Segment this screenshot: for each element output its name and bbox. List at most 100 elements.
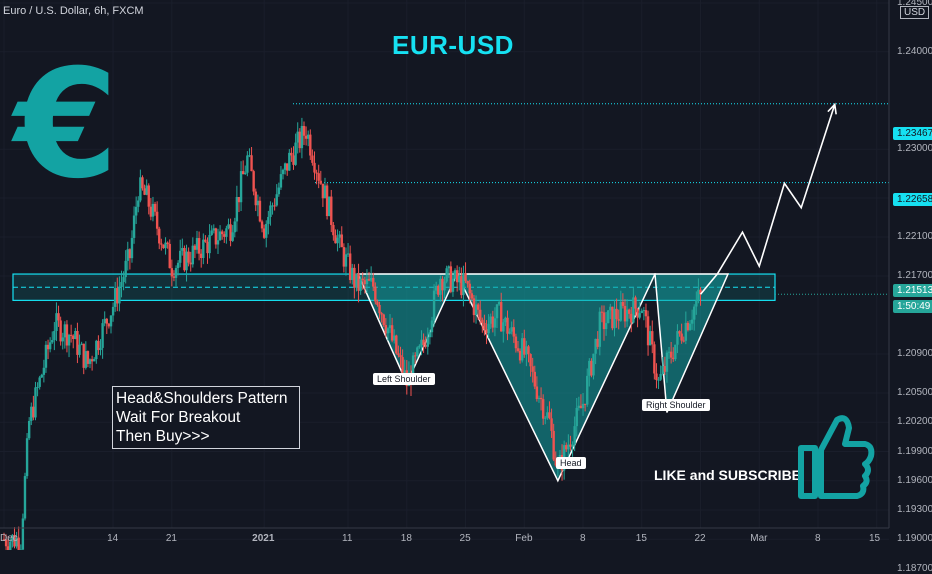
projection-layer [701, 104, 837, 294]
candle-body [395, 335, 397, 353]
candle-body [248, 155, 250, 156]
candle-body [531, 366, 533, 372]
candle-body [504, 318, 506, 323]
price-tick-label: 1.19300 [897, 504, 932, 515]
pattern-note[interactable]: Head&Shoulders Pattern Wait For Breakout… [112, 386, 300, 449]
candle-body [676, 331, 678, 345]
candle-body [30, 407, 32, 421]
candle-body [452, 279, 454, 292]
candle-body [424, 345, 426, 347]
candle-body [527, 346, 529, 354]
price-tick-label: 1.23000 [897, 143, 932, 154]
candle-body [391, 325, 393, 340]
candle-body [244, 173, 246, 174]
candle-body [219, 231, 221, 240]
candle-body [343, 247, 345, 267]
candle-body [7, 546, 9, 550]
candle-body [269, 205, 271, 216]
candle-body [194, 246, 196, 250]
candle-body [353, 268, 355, 288]
candle-body [389, 325, 391, 328]
candle-body [177, 263, 179, 268]
candle-body [49, 342, 51, 349]
candle-body [294, 143, 296, 165]
candle-body [152, 204, 154, 217]
candle-body [145, 185, 147, 194]
candle-body [47, 345, 49, 349]
candle-body [122, 277, 124, 282]
time-tick-label: 22 [695, 533, 706, 544]
candle-body [525, 346, 527, 354]
candle-body [127, 249, 129, 261]
candle-body [91, 359, 93, 361]
chart-root: Euro / U.S. Dollar, 6h, FXCM USD EUR-USD… [0, 0, 932, 550]
candle-body [378, 305, 380, 313]
candle-body [534, 372, 536, 387]
time-tick-label: 15 [636, 533, 647, 544]
note-line: Head&Shoulders Pattern [116, 389, 296, 408]
candle-body [672, 358, 674, 359]
candle-body [116, 288, 118, 303]
symbol-header[interactable]: Euro / U.S. Dollar, 6h, FXCM [3, 5, 144, 17]
candle-body [278, 188, 280, 195]
candle-body [420, 340, 422, 346]
candle-body [143, 188, 145, 195]
candle-body [611, 307, 613, 328]
candle-body [578, 406, 580, 408]
candle-body [439, 279, 441, 295]
candle-body [17, 538, 19, 550]
candle-body [437, 286, 439, 295]
candle-body [53, 331, 55, 340]
price-badge-last: 1.21513 [893, 284, 932, 297]
price-tick-label: 1.22100 [897, 231, 932, 242]
candle-body [213, 228, 215, 230]
candle-body [246, 155, 248, 172]
candle-body [173, 276, 175, 277]
price-tick-label: 1.24500 [897, 0, 932, 8]
candle-body [647, 316, 649, 345]
candle-body [34, 387, 36, 417]
candle-body [544, 418, 546, 419]
candle-body [78, 345, 80, 355]
candle-body [441, 279, 443, 291]
candle-body [72, 336, 74, 339]
candle-body [273, 205, 275, 206]
candle-body [179, 251, 181, 263]
candle-body [521, 338, 523, 360]
time-tick-label: Mar [750, 533, 767, 544]
candle-body [206, 242, 208, 253]
candle-body [645, 310, 647, 316]
time-tick-label: 8 [815, 533, 821, 544]
candle-body [137, 200, 139, 206]
candle-body [649, 331, 651, 345]
candle-body [101, 323, 103, 348]
candle-body [416, 347, 418, 356]
time-tick-label: 11 [342, 533, 352, 544]
candle-body [148, 185, 150, 206]
candle-body [487, 324, 489, 334]
candle-body [622, 302, 624, 306]
candle-body [185, 252, 187, 271]
candle-body [215, 228, 217, 244]
candle-body [584, 404, 586, 405]
candle-body [190, 263, 192, 265]
candle-body [414, 355, 416, 356]
candle-body [597, 339, 599, 347]
candle-body [496, 304, 498, 318]
currency-label[interactable]: USD [900, 7, 929, 18]
candle-body [632, 297, 634, 322]
candle-body [359, 279, 361, 291]
candle-body [169, 244, 171, 268]
candle-body [38, 377, 40, 386]
candle-body [668, 352, 670, 353]
candle-body [393, 335, 395, 340]
candle-body [210, 230, 212, 234]
candle-body [364, 280, 366, 284]
candle-body [276, 194, 278, 205]
candle-body [227, 224, 229, 228]
candle-body [546, 412, 548, 417]
candle-body [252, 171, 254, 191]
candle-body [74, 331, 76, 339]
candle-body [202, 240, 204, 258]
candle-body [460, 276, 462, 295]
